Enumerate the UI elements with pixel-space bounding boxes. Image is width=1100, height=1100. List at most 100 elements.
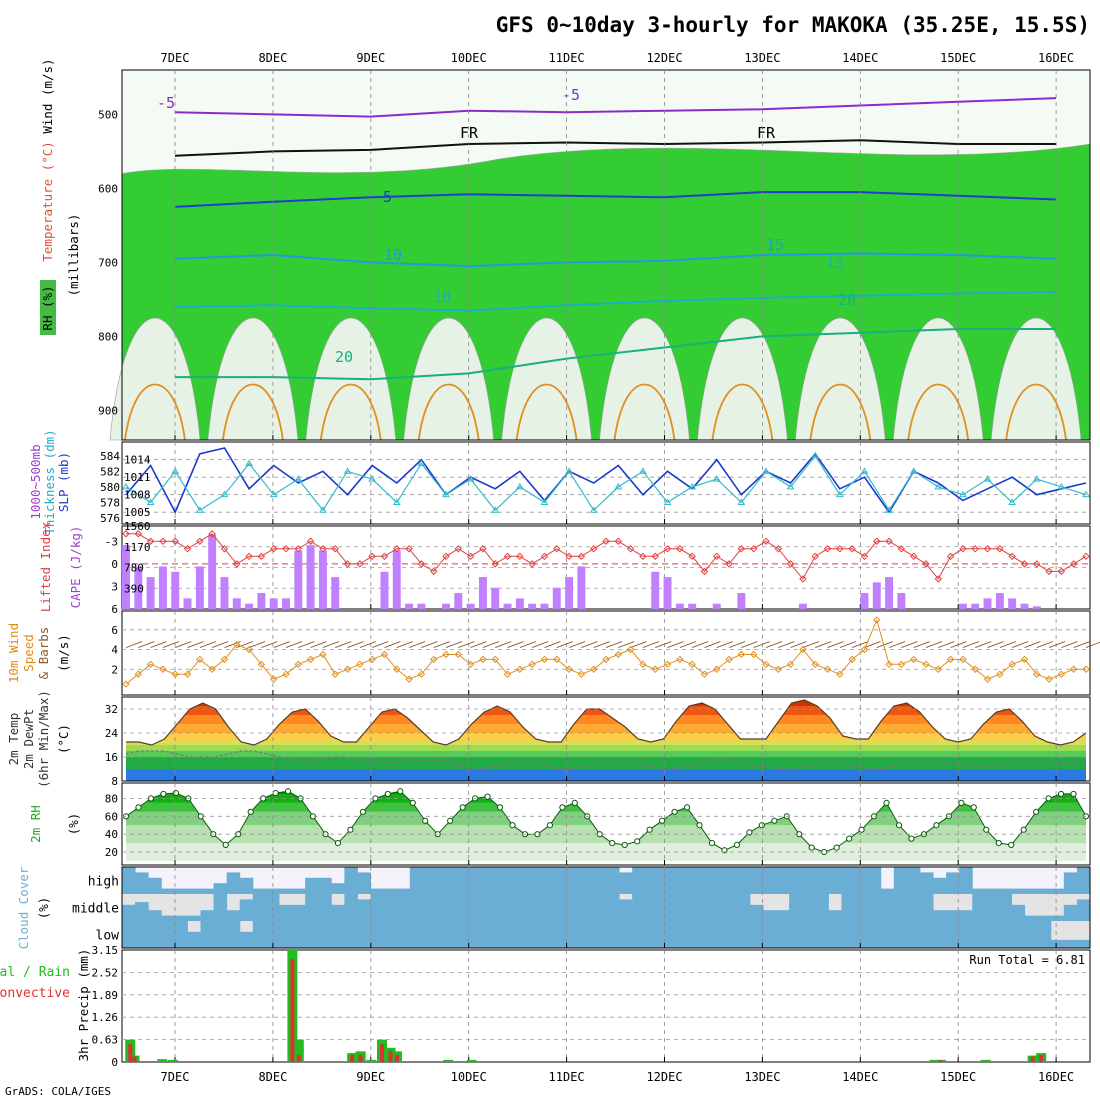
cloud-bar-high [985,888,999,894]
wind-speed-marker [651,665,659,673]
wind-speed-marker [134,670,143,678]
cape-bar [183,598,192,609]
wind-speed-marker [676,655,684,664]
wind-barb [556,641,573,648]
li-marker [306,537,315,545]
wind-speed-marker [996,670,1004,678]
rh-tick-label: 60 [105,810,118,823]
cloud-bar-middle [723,894,738,921]
temp-contour-line [174,139,1057,157]
wind-speed-marker [589,665,598,673]
thickness-marker [195,506,204,513]
wind-speed-marker [368,655,376,664]
rh-marker [1020,826,1027,833]
cloud-bar-low [422,921,437,948]
cloud-bar-middle [736,894,751,921]
li-marker [713,552,721,561]
cloud-bar-low [658,921,672,948]
wind-speed-marker [823,665,832,673]
cloud-bar-middle [710,894,725,921]
cloud-bar-high [592,867,607,894]
panel-y-label: Temperature (°C) Wind (m/s) [40,58,55,261]
thickness-marker [171,467,180,474]
cloud-bar-middle [946,910,960,921]
cloud-level-label: low [96,929,120,944]
panel-y-label-part: (m/s) [56,634,71,672]
cape-bar [528,603,537,609]
cloud-bar-high [972,888,986,894]
cape-bar [122,545,130,609]
rh-marker [422,817,429,824]
wind-speed-marker [503,670,512,678]
cloud-bar-high [906,867,921,894]
li-marker [245,552,253,561]
wind-barb [507,641,524,648]
precip-total-bar [980,1059,991,1062]
li-tick-label: 3 [111,580,118,593]
cloud-bar-high [1063,872,1078,894]
wind-barb [679,641,697,648]
li-marker [934,575,943,583]
wind-speed-marker [553,655,561,664]
wind-speed-marker [319,650,327,659]
wind-speed-marker [762,660,770,669]
cape-tick-label: 780 [124,562,144,575]
wind-barb [236,641,253,648]
cape-bar [491,587,500,609]
thickness-marker [811,451,820,459]
panel-y-label: Lifted Index [38,521,53,612]
cloud-bar-high [789,867,803,894]
wind-speed-marker [946,655,955,664]
cloud-bar-low [749,921,764,948]
rh-marker [272,789,279,797]
cloud-bar-low [357,921,372,948]
wind-barb [605,641,623,648]
panel-y-labels: Temperature (°C) Wind (m/s) (millibars) … [0,58,91,1061]
cloud-bar-low [619,921,633,948]
rh-marker [808,844,815,851]
precip-convective-bar [128,1044,133,1062]
wind-barb [359,641,377,648]
thickness-marker [442,490,450,498]
rh-marker [172,789,179,797]
slp-frame [121,441,1091,525]
cloud-bar-middle [697,894,712,921]
wind-barb [531,641,549,648]
cape-bar [540,603,549,609]
panel-y-label: (%) [36,897,51,920]
panel-y-label-part: 2m DewPt [21,709,36,769]
cape-bar [380,571,389,609]
precip-total-bar [929,1059,940,1062]
pressure-tick-label: 800 [98,330,118,343]
rh-marker [933,822,940,829]
panel-y-label-part: (%) [36,897,51,920]
wind-speed-marker [811,660,819,669]
temp-frame [121,696,1091,782]
wind-speed-marker [749,650,758,659]
wind-speed-marker [1033,670,1041,678]
cape-bar [134,566,143,609]
cloud-bar-middle [435,894,450,921]
cloud-bar-middle [1063,904,1078,921]
cloud-bar-high [462,867,476,894]
rh-marker [334,840,342,847]
rh-marker [671,808,678,815]
wind-barb [371,641,389,648]
wind-barb [310,641,327,648]
cloud-bar-high [959,867,973,894]
wind-speed-marker [1069,665,1078,673]
rh-tick-label: 40 [105,828,118,841]
cloud-bar-high [867,867,882,894]
cloud-bar-high [122,867,136,894]
thickness-marker [737,498,746,505]
thickness-marker [934,482,943,490]
cloud-bar-middle [540,894,555,921]
panel-y-label: 2m RH [28,805,43,843]
cloud-bar-high [252,888,267,894]
thickness-marker [515,482,524,490]
thickness-marker [1057,482,1066,490]
rh-tick-label: 20 [105,846,118,859]
contour-label: 10 [384,246,402,264]
cloud-bar-middle [1024,915,1039,921]
cloud-bar-low [501,921,515,948]
